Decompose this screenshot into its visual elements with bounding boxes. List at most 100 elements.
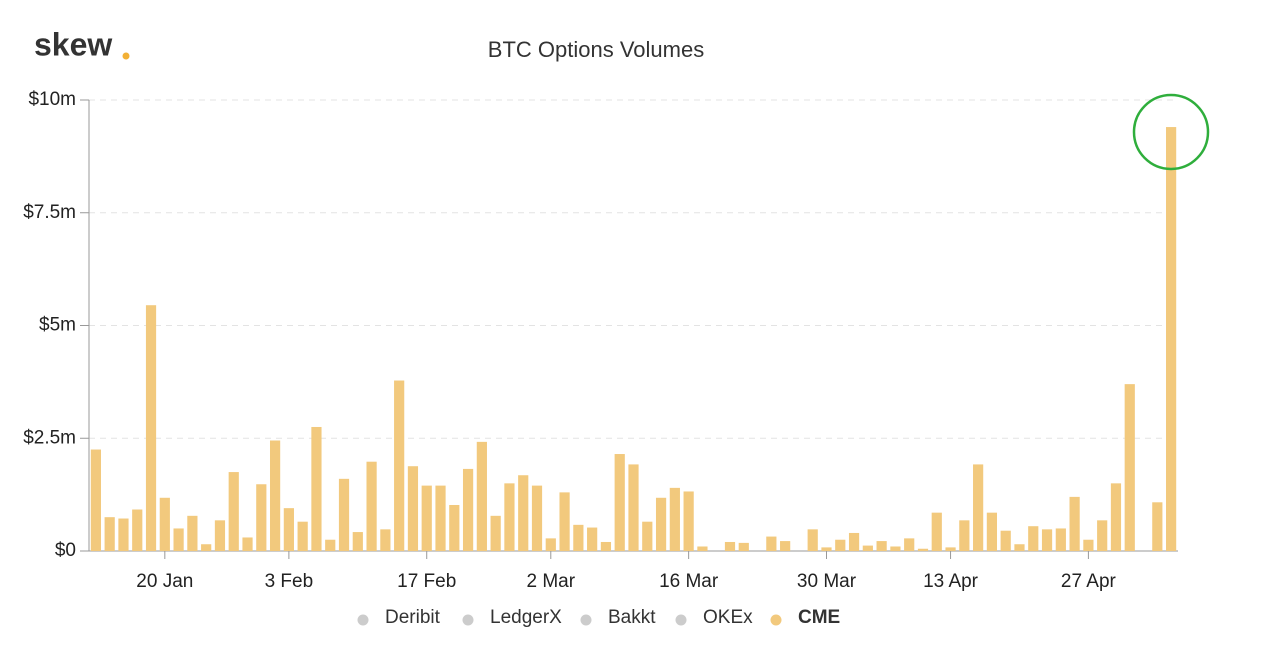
x-tick-label: 30 Mar: [797, 571, 857, 592]
bar: [628, 464, 639, 551]
bar: [683, 491, 694, 551]
bar: [821, 547, 832, 551]
legend-marker: [675, 614, 687, 626]
bar: [587, 527, 598, 551]
highlight-circle: [1132, 93, 1210, 171]
bar: [835, 539, 846, 551]
y-tick-label: $10m: [28, 89, 76, 110]
bar: [973, 464, 984, 551]
bar: [476, 441, 487, 551]
bar: [931, 512, 942, 551]
x-tick-label: 2 Mar: [527, 571, 576, 592]
legend-label[interactable]: OKEx: [703, 607, 753, 628]
bar: [173, 528, 184, 551]
bar: [518, 475, 529, 551]
bar: [256, 484, 267, 551]
bar: [1110, 483, 1122, 551]
legend-label[interactable]: Deribit: [385, 607, 441, 628]
y-tick-label: $0: [55, 540, 76, 561]
y-tick-label: $7.5m: [23, 202, 76, 223]
bar: [642, 521, 653, 551]
bar: [366, 461, 377, 551]
bar: [407, 466, 419, 551]
bar: [1124, 384, 1135, 551]
bar: [766, 536, 777, 551]
bar: [394, 380, 405, 551]
bar: [1152, 502, 1163, 551]
bar: [1097, 520, 1108, 551]
x-tick-label: 3 Feb: [265, 571, 314, 592]
logo-dot: [122, 52, 130, 60]
bar: [945, 547, 956, 551]
legend-marker: [580, 614, 592, 626]
bar: [104, 517, 115, 551]
bar: [890, 546, 901, 551]
bar: [1166, 127, 1177, 551]
bar: [614, 454, 625, 551]
bar: [917, 548, 929, 551]
bar: [90, 449, 101, 551]
bar: [669, 487, 680, 551]
chart-title: BTC Options Volumes: [488, 37, 704, 62]
bar: [780, 541, 791, 551]
bar: [986, 512, 998, 551]
bar: [449, 504, 460, 551]
bar: [145, 305, 157, 551]
bar: [297, 521, 308, 551]
bar: [490, 515, 501, 551]
x-tick-label: 20 Jan: [136, 571, 193, 592]
bar: [807, 529, 818, 551]
legend-marker: [357, 614, 369, 626]
x-tick-label: 16 Mar: [659, 571, 719, 592]
bar: [421, 485, 432, 551]
bar: [531, 485, 543, 551]
bar: [738, 542, 749, 551]
bar: [352, 532, 363, 551]
bar: [187, 515, 198, 551]
bar: [559, 492, 570, 551]
bar: [435, 485, 446, 551]
bar: [573, 524, 584, 551]
legend-label[interactable]: CME: [798, 607, 840, 628]
bar: [118, 518, 129, 551]
bar: [545, 538, 556, 551]
legend-label[interactable]: Bakkt: [608, 607, 656, 628]
bar: [269, 440, 281, 551]
y-tick-label: $5m: [39, 315, 76, 336]
bar: [904, 538, 915, 551]
bar: [325, 539, 336, 551]
bar: [380, 529, 391, 551]
bar: [959, 520, 970, 551]
bar: [697, 546, 708, 551]
bar: [876, 541, 887, 551]
bar: [1028, 526, 1039, 551]
bar: [159, 497, 170, 551]
bar: [655, 497, 667, 551]
legend-label[interactable]: LedgerX: [490, 607, 562, 628]
y-tick-label: $2.5m: [23, 427, 76, 448]
bar: [228, 472, 239, 551]
legend-marker: [462, 614, 474, 626]
x-tick-label: 27 Apr: [1061, 571, 1117, 592]
bar: [132, 509, 143, 551]
bar: [1055, 528, 1066, 551]
bar: [1069, 496, 1080, 551]
bar: [724, 541, 736, 551]
x-tick-label: 17 Feb: [397, 571, 456, 592]
bar: [1014, 544, 1025, 551]
legend: Deribit LedgerX Bakkt OKEx CME: [357, 607, 840, 628]
bar: [201, 544, 212, 551]
bar: [214, 520, 226, 551]
bar: [862, 545, 873, 551]
legend-marker: [770, 614, 782, 626]
x-tick-label: 13 Apr: [923, 571, 979, 592]
bar: [504, 483, 515, 551]
bar: [1000, 530, 1011, 551]
bar: [1041, 529, 1053, 551]
bar: [338, 478, 350, 551]
logo: skew: [34, 26, 112, 62]
bar: [311, 426, 322, 551]
bar: [1083, 539, 1094, 551]
bar: [848, 532, 860, 551]
